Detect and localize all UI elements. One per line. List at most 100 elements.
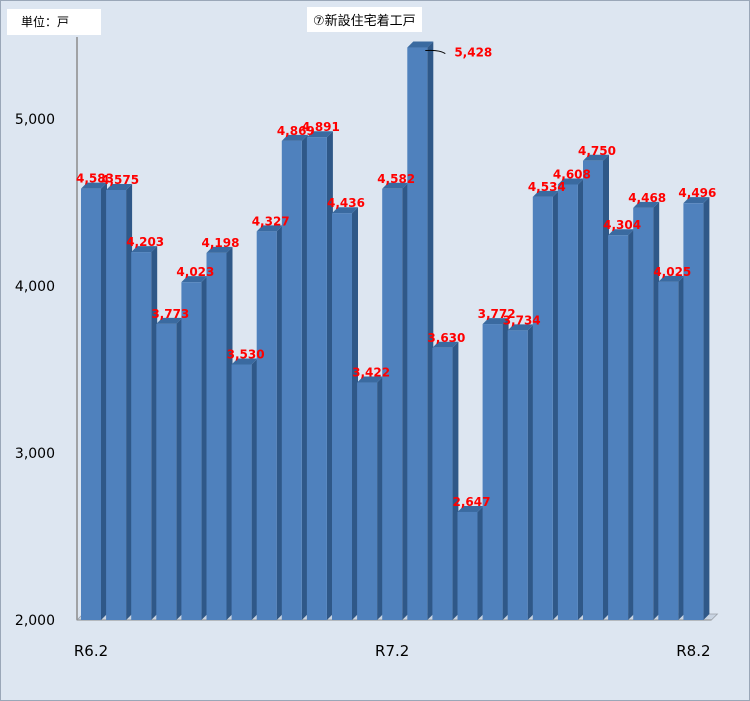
bar-side (251, 358, 258, 620)
bar-top (457, 505, 484, 512)
bar-top (281, 134, 308, 141)
data-label: 4,203 (126, 235, 164, 249)
bar (608, 235, 629, 620)
bar-top (332, 207, 358, 214)
data-label: 4,468 (628, 191, 666, 205)
bar-side (151, 246, 158, 620)
data-label: 4,304 (603, 218, 641, 232)
bar (557, 184, 578, 621)
bar-side (477, 505, 484, 620)
bar-side (678, 275, 685, 620)
data-label: 4,608 (553, 167, 591, 181)
bar (432, 347, 453, 620)
bar-top (256, 225, 283, 232)
bar-top (357, 376, 384, 383)
bar-top (608, 229, 635, 236)
bar-top (106, 183, 133, 190)
data-label: 3,734 (503, 313, 541, 327)
bar-top (658, 275, 685, 282)
bar-side (502, 318, 509, 620)
data-label: 3,630 (427, 331, 465, 345)
bar-top (532, 190, 559, 197)
bar-top (81, 182, 107, 189)
bar-side (276, 225, 283, 621)
bar-side (101, 182, 107, 620)
x-tick-label: R7.2 (375, 642, 409, 660)
bar-side (126, 183, 133, 620)
bar-side (301, 134, 308, 620)
data-label: 3,772 (478, 307, 516, 321)
y-tick-label: 3,000 (15, 446, 55, 462)
bar-side (427, 41, 434, 621)
data-label: 4,025 (653, 265, 691, 279)
bar (482, 324, 503, 620)
x-tick-label: R6.2 (74, 642, 108, 660)
bar-top (382, 182, 409, 189)
bar (131, 252, 152, 620)
bar (206, 252, 227, 620)
bar-side (577, 178, 584, 621)
bar-side (552, 190, 559, 620)
bar-top (507, 324, 534, 331)
bar-top (231, 358, 258, 365)
bar (407, 47, 428, 621)
data-label: 4,583 (76, 172, 114, 186)
bar-side (603, 154, 609, 620)
data-label: 4,750 (578, 144, 616, 158)
data-label: 4,023 (176, 265, 214, 279)
bar-side (201, 276, 208, 620)
data-label: 2,647 (453, 495, 491, 509)
y-tick-label: 2,000 (15, 613, 55, 629)
bar-side (628, 229, 635, 620)
bar-side (176, 317, 183, 620)
bar-side (703, 197, 710, 620)
bar-top (181, 276, 208, 283)
data-label: 5,428 (454, 46, 492, 60)
data-label: 4,575 (101, 173, 139, 187)
bar (583, 160, 603, 620)
bar (507, 330, 528, 620)
bar-top (633, 201, 660, 208)
bar (532, 196, 553, 620)
y-tick-label: 5,000 (15, 112, 55, 128)
bar-side (226, 246, 233, 620)
bar-top (482, 318, 509, 325)
data-label: 4,496 (678, 186, 716, 200)
data-label: 3,773 (151, 307, 189, 321)
bar (256, 231, 277, 621)
bar (306, 137, 327, 620)
bar (81, 188, 101, 621)
bar-top (432, 341, 459, 348)
bar-top (683, 197, 710, 204)
data-label: 4,582 (377, 172, 415, 186)
bar (106, 189, 127, 620)
bar-top (407, 41, 434, 48)
data-label: 4,327 (252, 214, 290, 228)
bar-top (557, 178, 584, 185)
bar-side (452, 341, 459, 620)
bar-top (583, 154, 609, 161)
bar-side (326, 131, 333, 620)
bar (658, 281, 679, 620)
bar-top (306, 131, 333, 138)
bar (382, 188, 403, 620)
leader-line (425, 49, 446, 54)
bar (231, 364, 252, 620)
bar (332, 213, 352, 621)
bar (457, 511, 478, 620)
unit-label: 単位：戸 (7, 9, 101, 35)
data-label: 4,891 (302, 120, 340, 134)
bar-top (206, 246, 233, 253)
bar (281, 140, 302, 620)
data-label: 3,422 (352, 366, 390, 380)
y-tick-label: 4,000 (15, 279, 55, 295)
bar (683, 203, 704, 620)
data-label: 4,436 (327, 196, 365, 210)
data-label: 4,869 (277, 124, 315, 138)
bar (156, 323, 177, 620)
chart-title: ⑦新設住宅着工戸 (307, 7, 422, 32)
bar-top (131, 246, 158, 253)
bar (357, 382, 378, 620)
